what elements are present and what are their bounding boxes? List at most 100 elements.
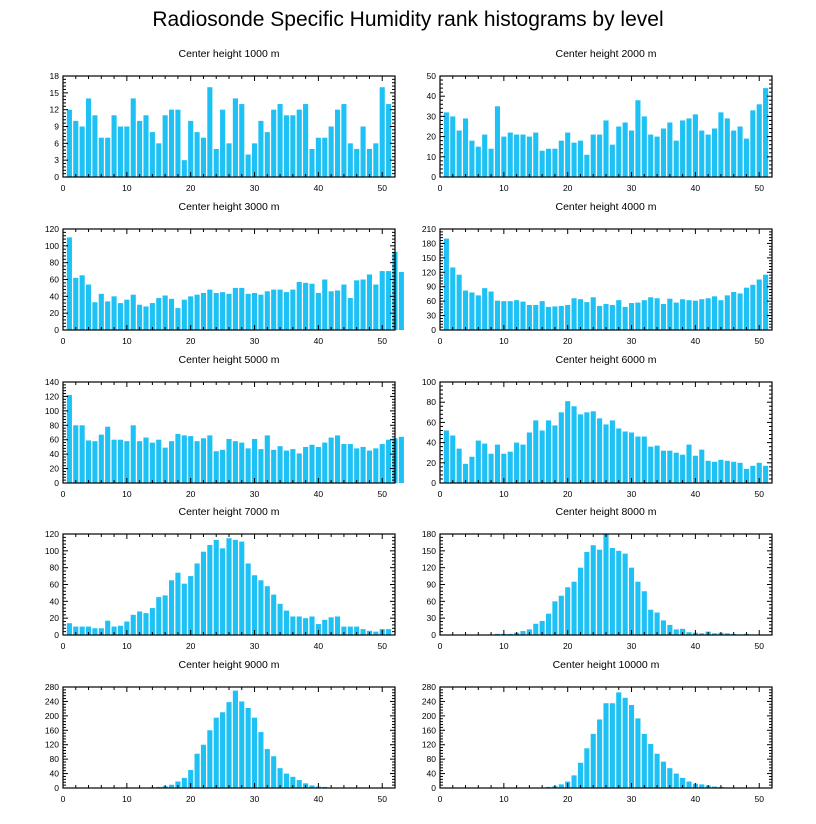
y-tick-label: 40 — [427, 769, 437, 779]
histogram-bar — [660, 128, 667, 177]
histogram-bar — [290, 115, 296, 177]
histogram-bar — [328, 291, 334, 330]
x-tick-label: 0 — [61, 336, 66, 346]
histogram-bar — [200, 744, 207, 788]
histogram-bar — [545, 306, 552, 330]
histogram-bar — [545, 420, 552, 483]
y-tick-label: 0 — [54, 630, 59, 640]
y-tick-label: 40 — [50, 596, 60, 606]
y-tick-label: 6 — [54, 138, 59, 148]
histogram-bar — [514, 300, 520, 330]
histogram-bar — [315, 292, 321, 330]
y-tick-label: 10 — [427, 152, 437, 162]
x-tick-label: 50 — [754, 336, 764, 346]
histogram-bar — [283, 292, 290, 330]
histogram-bar — [450, 116, 456, 177]
histogram-bar — [181, 299, 187, 330]
y-tick-label: 0 — [54, 783, 59, 793]
histogram-bar — [360, 629, 366, 635]
histogram-bar — [603, 304, 609, 330]
panel-title: Center height 1000 m — [179, 48, 280, 60]
histogram-bar — [98, 628, 104, 635]
histogram-bar — [667, 624, 673, 635]
histogram-bar — [296, 780, 302, 788]
histogram-bar — [648, 446, 654, 483]
histogram-bar — [756, 462, 762, 483]
histogram-bar — [616, 126, 622, 177]
histogram-bar — [494, 106, 501, 177]
histogram-bar — [283, 773, 290, 788]
histogram-bar — [539, 150, 545, 177]
histogram-bar — [558, 412, 564, 483]
panel-title: Center height 8000 m — [556, 506, 657, 518]
histogram-bar — [322, 279, 328, 330]
x-tick-label: 20 — [563, 794, 573, 804]
histogram-bar — [105, 301, 111, 330]
histogram-bar — [220, 712, 226, 788]
x-tick-label: 40 — [691, 641, 701, 651]
histogram-bar — [711, 461, 718, 483]
y-tick-label: 0 — [431, 172, 436, 182]
histogram-bar — [482, 443, 488, 483]
histogram-bar — [232, 690, 238, 788]
histogram-bar — [92, 628, 98, 635]
histogram-bar — [386, 629, 392, 635]
histogram-bar — [188, 436, 194, 483]
histogram-bar — [200, 438, 207, 483]
x-tick-label: 30 — [627, 183, 637, 193]
histogram-bar — [533, 623, 539, 635]
histogram-bar — [271, 756, 277, 788]
x-tick-label: 20 — [563, 336, 573, 346]
histogram-bar — [220, 548, 226, 635]
x-tick-label: 10 — [122, 336, 132, 346]
x-tick-label: 30 — [627, 336, 637, 346]
histogram-bar — [354, 448, 360, 483]
histogram-bar — [641, 116, 647, 177]
histogram-bar — [488, 148, 494, 177]
histogram-bar — [673, 452, 679, 483]
histogram-bar — [450, 435, 456, 483]
histogram-bar — [162, 115, 168, 177]
histogram-bar — [194, 441, 200, 483]
histogram-bar — [213, 717, 219, 788]
histogram-bar — [558, 784, 564, 788]
histogram-bar — [577, 567, 584, 635]
histogram-bar — [239, 541, 245, 635]
histogram-bar — [462, 118, 469, 177]
panel-title: Center height 2000 m — [556, 48, 657, 60]
x-tick-label: 10 — [122, 641, 132, 651]
histogram-bar — [597, 549, 603, 635]
histogram-bar — [296, 109, 302, 177]
histogram-bar — [520, 631, 526, 635]
histogram-bar — [628, 567, 635, 635]
histogram-bar — [334, 290, 341, 330]
y-tick-label: 280 — [45, 682, 59, 692]
x-tick-label: 30 — [250, 489, 260, 499]
histogram-bar — [239, 104, 245, 177]
y-tick-label: 15 — [50, 88, 60, 98]
histogram-bar — [315, 446, 321, 483]
x-tick-label: 40 — [314, 641, 324, 651]
x-tick-label: 20 — [563, 183, 573, 193]
histogram-bar — [360, 446, 366, 483]
histogram-bar — [373, 284, 379, 330]
histogram-bar — [692, 114, 698, 177]
histogram-bar — [603, 534, 609, 635]
y-tick-label: 20 — [50, 308, 60, 318]
histogram-bar — [232, 287, 238, 330]
histogram-bar — [565, 587, 571, 635]
histogram-bar — [692, 455, 698, 483]
x-tick-label: 20 — [563, 641, 573, 651]
histogram-bar — [603, 424, 609, 483]
x-tick-label: 30 — [627, 794, 637, 804]
histogram-bar — [660, 620, 667, 635]
histogram-bar — [673, 140, 679, 177]
histogram-bar — [66, 109, 72, 177]
histogram-bar — [245, 293, 251, 330]
histogram-bar — [360, 126, 366, 177]
y-tick-label: 240 — [422, 696, 436, 706]
histogram-bar — [590, 134, 596, 177]
x-tick-label: 40 — [691, 183, 701, 193]
y-tick-label: 60 — [50, 435, 60, 445]
histogram-bar — [334, 616, 341, 635]
